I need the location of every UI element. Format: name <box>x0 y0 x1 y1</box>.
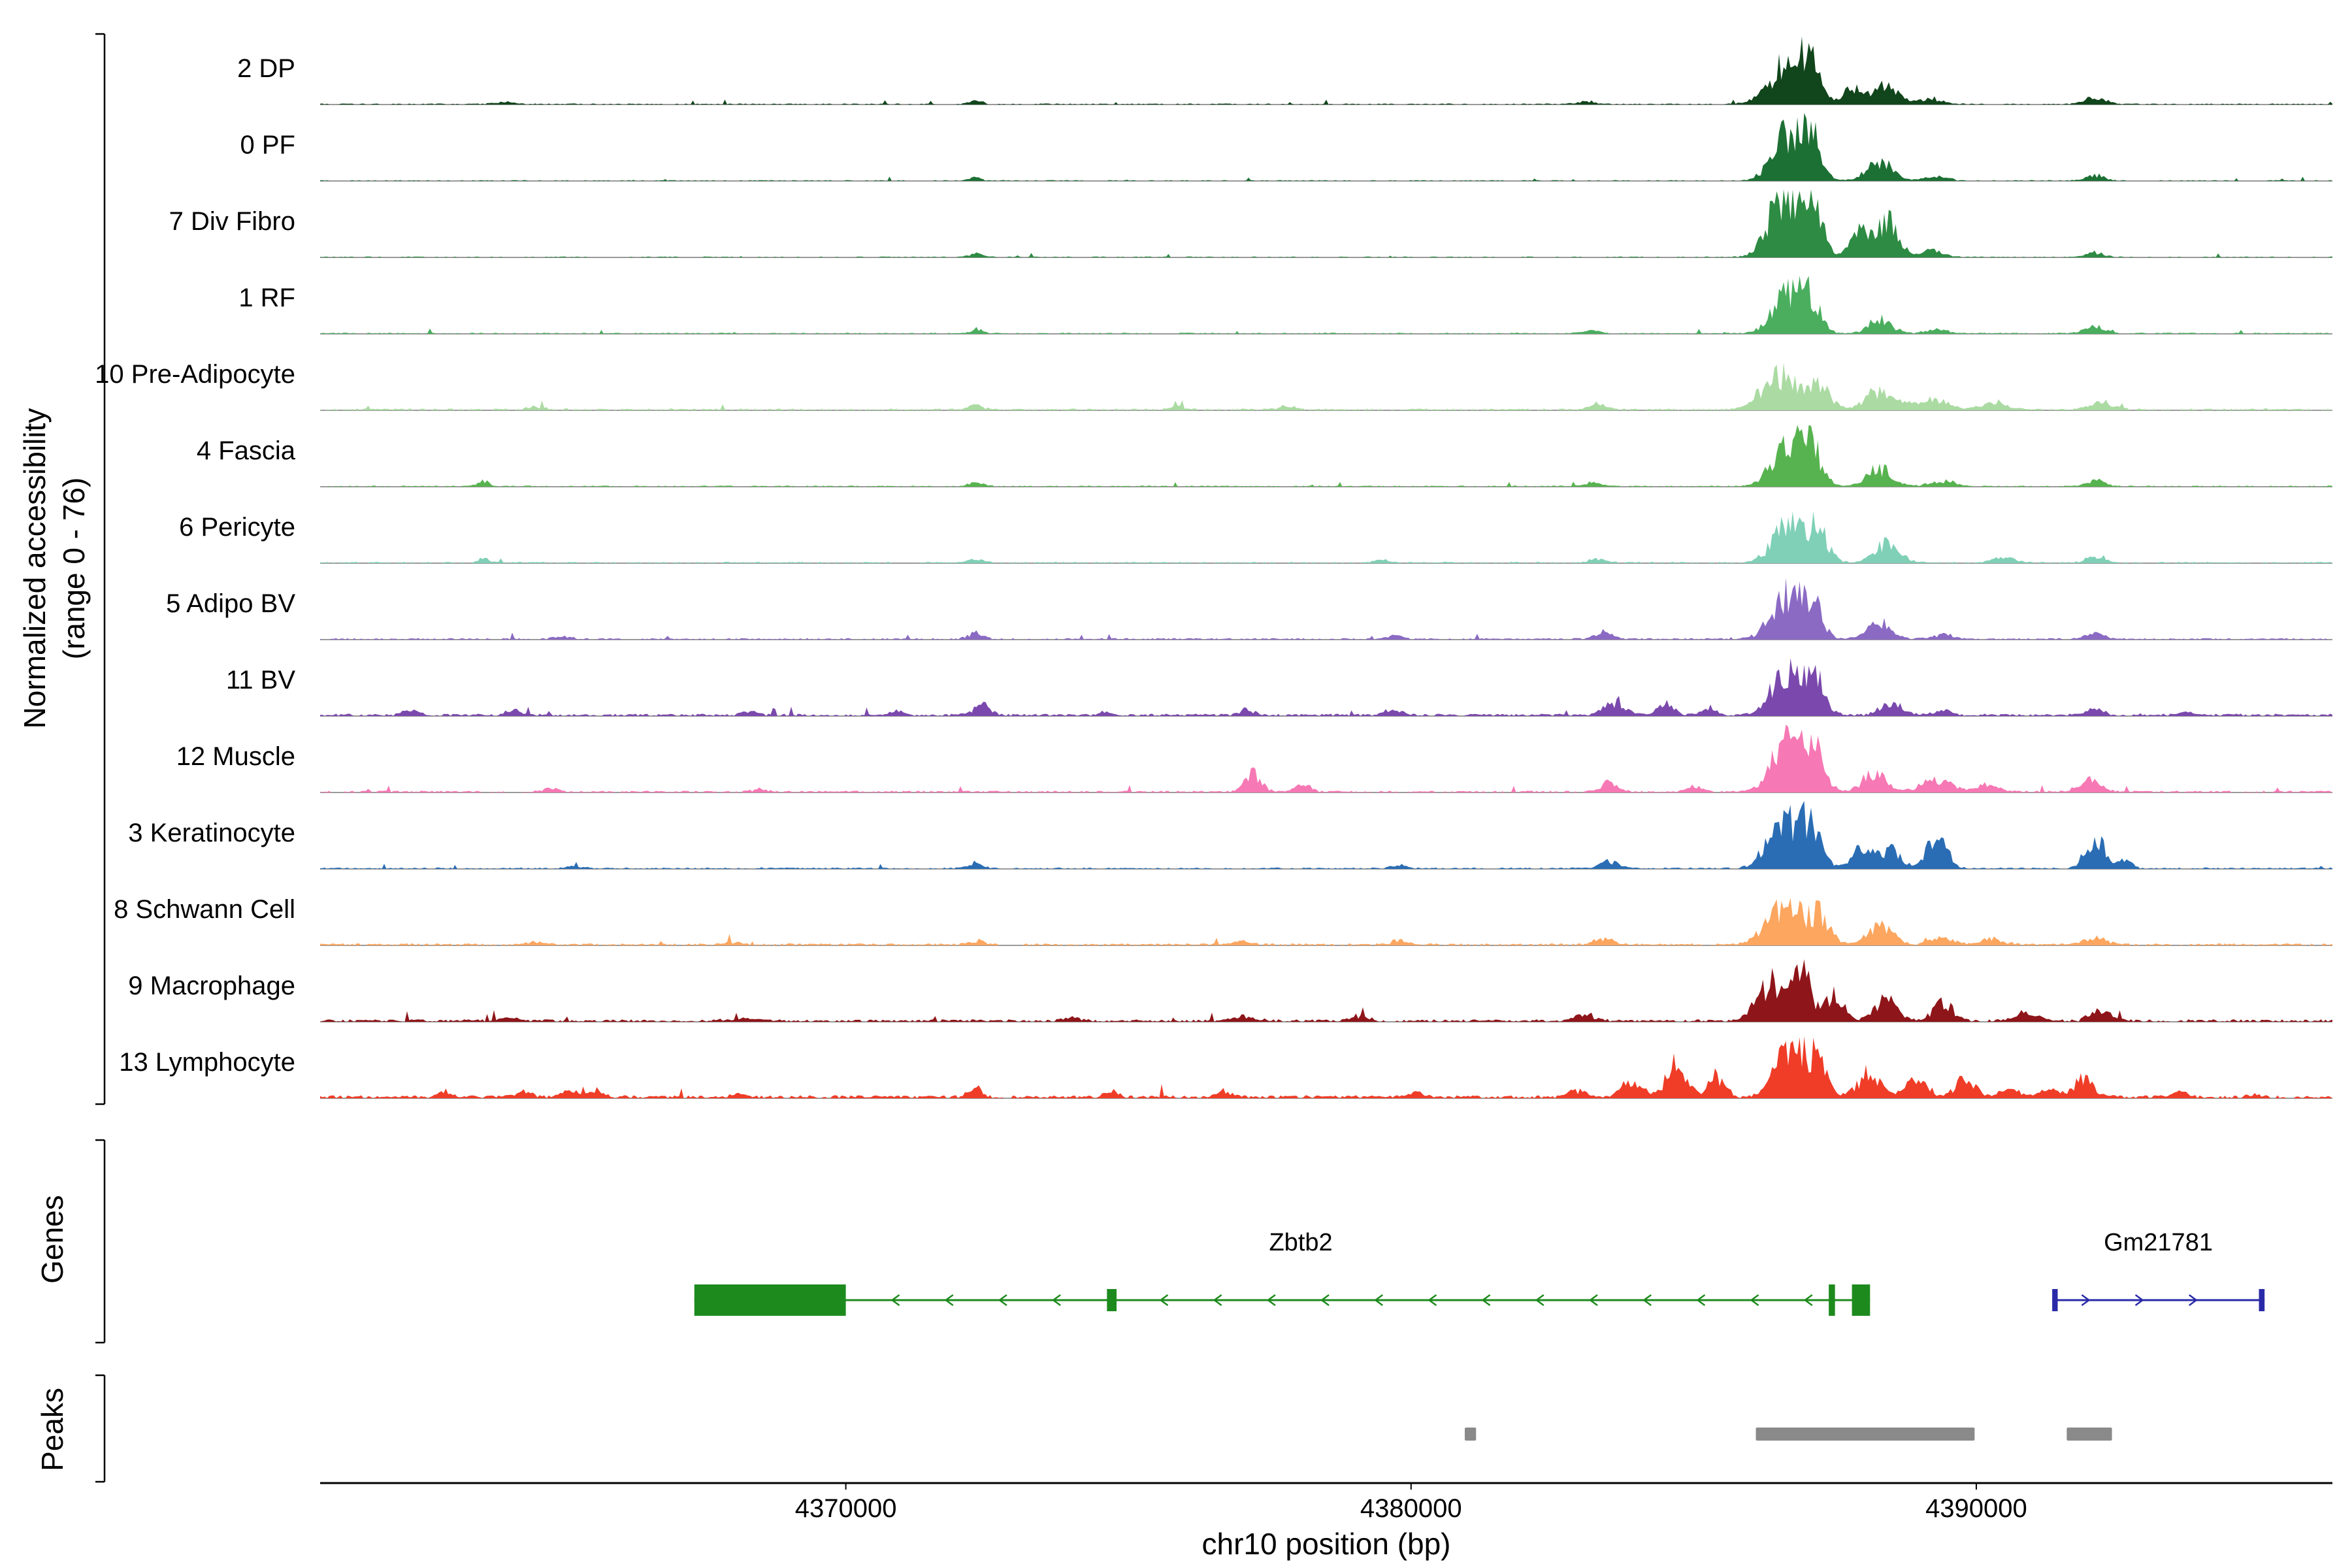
x-tick-label: 4390000 <box>1925 1494 2027 1523</box>
gene-strand-arrow-icon <box>1266 1294 1276 1307</box>
gene-exon <box>2259 1289 2265 1311</box>
gene-strand-arrow-icon <box>1535 1294 1544 1307</box>
gene-strand-arrow-icon <box>944 1294 954 1307</box>
gene-strand-arrow-icon <box>1642 1294 1652 1307</box>
gene-strand-arrow-icon <box>1803 1294 1813 1307</box>
gene-strand-arrow-icon <box>1374 1294 1384 1307</box>
gene-strand-arrow-icon <box>2134 1294 2144 1307</box>
track-signal <box>320 1036 2332 1098</box>
gene-strand-arrow-icon <box>998 1294 1007 1307</box>
track-signal <box>320 658 2332 716</box>
track-label: 4 Fascia <box>197 436 296 465</box>
peak-region <box>1756 1428 1975 1441</box>
track-signal <box>320 898 2332 945</box>
y-axis-label-line1: Normalized accessibility <box>18 408 52 729</box>
track-label: 7 Div Fibro <box>169 207 295 236</box>
gene-exon <box>1829 1284 1835 1316</box>
gene-strand-arrow-icon <box>1696 1294 1706 1307</box>
track-label: 8 Schwann Cell <box>114 895 295 924</box>
track-label: 9 Macrophage <box>128 972 295 1000</box>
track-label: 12 Muscle <box>176 742 295 771</box>
track-label: 5 Adipo BV <box>166 589 295 618</box>
track-signal <box>320 189 2332 257</box>
gene-strand-arrow-icon <box>1481 1294 1491 1307</box>
track-signal <box>320 725 2332 792</box>
gene-label: Gm21781 <box>2104 1229 2213 1256</box>
track-label: 13 Lymphocyte <box>119 1048 295 1077</box>
track-signal <box>320 276 2332 334</box>
gene-strand-arrow-icon <box>1320 1294 1330 1307</box>
gene-strand-arrow-icon <box>2189 1294 2198 1307</box>
gene-strand-arrow-icon <box>1159 1294 1169 1307</box>
gene-exon <box>694 1284 846 1316</box>
track-label: 6 Pericyte <box>179 513 295 542</box>
gene-strand-arrow-icon <box>890 1294 900 1307</box>
track-label: 1 RF <box>238 284 295 312</box>
track-label: 10 Pre-Adipocyte <box>95 360 295 389</box>
genes-section-label: Genes <box>35 1195 69 1284</box>
track-signal <box>320 959 2332 1022</box>
track-label: 11 BV <box>226 666 295 694</box>
x-tick-label: 4370000 <box>795 1494 897 1523</box>
y-axis-label: Normalized accessibility (range 0 - 76) <box>16 408 94 729</box>
track-signal <box>320 37 2332 105</box>
track-signal <box>320 511 2332 563</box>
track-label: 2 DP <box>237 54 295 83</box>
gene-strand-arrow-icon <box>1750 1294 1759 1307</box>
track-signal <box>320 578 2332 640</box>
gene-strand-arrow-icon <box>1213 1294 1222 1307</box>
peaks-section-label: Peaks <box>35 1388 69 1471</box>
gene-strand-arrow-icon <box>1428 1294 1437 1307</box>
gene-exon <box>2052 1289 2058 1311</box>
gene-label: Zbtb2 <box>1269 1229 1332 1256</box>
track-label: 0 PF <box>240 131 295 159</box>
track-signal <box>320 113 2332 181</box>
x-axis-label: chr10 position (bp) <box>1201 1527 1451 1561</box>
gene-strand-arrow-icon <box>1051 1294 1061 1307</box>
track-label: 3 Keratinocyte <box>128 819 295 847</box>
track-signal <box>320 363 2332 410</box>
gene-exon <box>1107 1289 1117 1311</box>
gene-strand-arrow-icon <box>2081 1294 2091 1307</box>
gene-exon <box>1852 1284 1870 1316</box>
gene-strand-arrow-icon <box>1588 1294 1598 1307</box>
y-axis-label-line2: (range 0 - 76) <box>57 477 91 660</box>
track-signal <box>320 801 2332 869</box>
peak-region <box>1464 1428 1477 1441</box>
x-tick-label: 4380000 <box>1360 1494 1462 1523</box>
track-signal <box>320 425 2332 487</box>
peak-region <box>2066 1428 2112 1441</box>
